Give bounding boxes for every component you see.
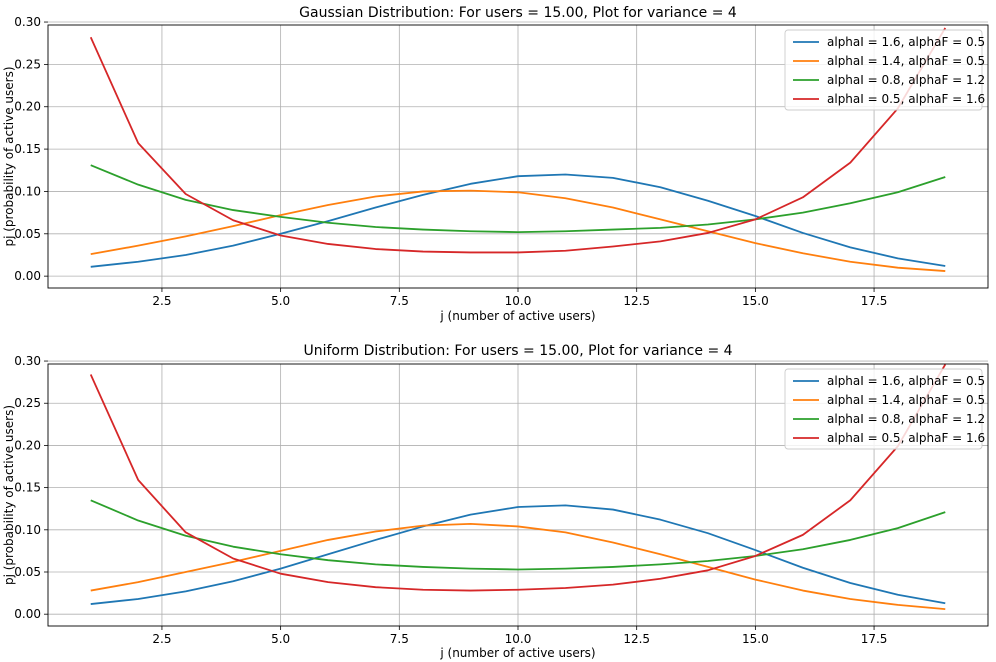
- y-axis-label: pj (probability of active users): [2, 66, 16, 246]
- x-tick-label: 7.5: [390, 632, 409, 646]
- y-tick-label: 0.15: [14, 142, 41, 156]
- x-tick-label: 15.0: [742, 294, 769, 308]
- y-tick-label: 0.25: [14, 57, 41, 71]
- y-tick-label: 0.15: [14, 481, 41, 495]
- x-tick-label: 2.5: [152, 632, 171, 646]
- legend-label-3: alphaI = 0.8, alphaF = 1.2: [827, 73, 985, 87]
- series-line-1: [90, 173, 946, 268]
- x-tick-label: 5.0: [271, 632, 290, 646]
- x-tick-label: 17.5: [861, 632, 888, 646]
- legend-label-2: alphaI = 1.4, alphaF = 0.5: [827, 54, 985, 68]
- chart-title: Gaussian Distribution: For users = 15.00…: [299, 5, 737, 21]
- series-line-3: [90, 499, 946, 571]
- y-axis: 0.00 0.05 0.10 0.15 0.20 0.25 0.30: [14, 354, 48, 621]
- x-tick-label: 2.5: [152, 294, 171, 308]
- y-tick-label: 0.05: [14, 565, 41, 579]
- y-tick-label: 0.10: [14, 523, 41, 537]
- x-axis-label: j (number of active users): [439, 309, 595, 323]
- x-tick-label: 10.0: [505, 294, 532, 308]
- legend-label-4: alphaI = 0.5, alphaF = 1.6: [827, 431, 985, 445]
- legend-label-1: alphaI = 1.6, alphaF = 0.5: [827, 374, 985, 388]
- x-tick-label: 5.0: [271, 294, 290, 308]
- series-line-4: [89, 27, 947, 254]
- chart-gaussian: 2.5 5.0 7.5 10.0 12.5 15.0 17.5 0.00 0.05 0.10 0.1…: [2, 5, 989, 323]
- x-tick-label: 12.5: [623, 294, 650, 308]
- legend-label-1: alphaI = 1.6, alphaF = 0.5: [827, 35, 985, 49]
- y-tick-label: 0.20: [14, 100, 41, 114]
- legend-box: [784, 29, 983, 111]
- series-line-2: [90, 523, 946, 611]
- legend-label-3: alphaI = 0.8, alphaF = 1.2: [827, 412, 985, 426]
- x-axis: 2.5 5.0 7.5 10.0 12.5 15.0 17.5: [152, 626, 887, 646]
- x-axis: 2.5 5.0 7.5 10.0 12.5 15.0 17.5: [152, 288, 887, 308]
- x-tick-label: 15.0: [742, 632, 769, 646]
- y-tick-label: 0.20: [14, 438, 41, 452]
- legend-box: [784, 368, 983, 450]
- series-lines: [89, 363, 947, 611]
- legend: alphaI = 1.6, alphaF = 0.5 alphaI = 1.4, …: [784, 368, 985, 450]
- chart-title: Uniform Distribution: For users = 15.00,…: [303, 343, 732, 359]
- x-tick-label: 12.5: [623, 632, 650, 646]
- y-axis: 0.00 0.05 0.10 0.15 0.20 0.25 0.30: [14, 15, 48, 283]
- legend-label-2: alphaI = 1.4, alphaF = 0.5: [827, 393, 985, 407]
- y-tick-label: 0.00: [14, 269, 41, 283]
- y-tick-label: 0.00: [14, 607, 41, 621]
- series-line-2: [90, 189, 946, 272]
- y-tick-label: 0.05: [14, 227, 41, 241]
- y-tick-label: 0.25: [14, 396, 41, 410]
- y-tick-label: 0.30: [14, 354, 41, 368]
- series-line-4: [89, 363, 947, 592]
- y-tick-label: 0.10: [14, 184, 41, 198]
- x-tick-label: 7.5: [390, 294, 409, 308]
- x-tick-label: 17.5: [861, 294, 888, 308]
- x-tick-label: 10.0: [505, 632, 532, 646]
- series-line-3: [90, 164, 946, 234]
- legend: alphaI = 1.6, alphaF = 0.5 alphaI = 1.4, …: [784, 29, 985, 111]
- series-line-1: [90, 504, 946, 605]
- x-axis-label: j (number of active users): [439, 646, 595, 660]
- series-lines: [89, 27, 947, 272]
- grid: [48, 360, 988, 626]
- y-axis-label: pj (probability of active users): [2, 405, 16, 585]
- legend-label-4: alphaI = 0.5, alphaF = 1.6: [827, 92, 985, 106]
- chart-uniform: 2.5 5.0 7.5 10.0 12.5 15.0 17.5 0.00 0.05 0.10 0.1…: [2, 343, 989, 660]
- y-tick-label: 0.30: [14, 15, 41, 29]
